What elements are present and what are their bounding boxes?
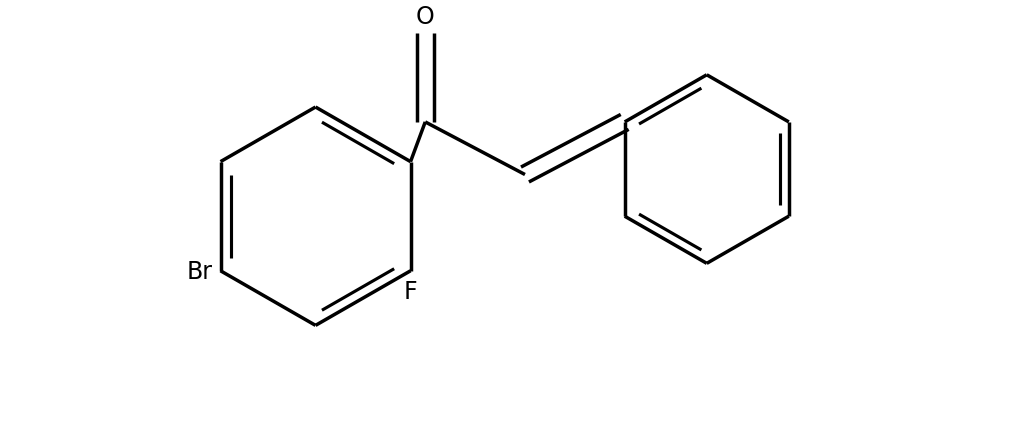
Text: O: O — [416, 5, 435, 29]
Text: F: F — [404, 279, 417, 303]
Text: Br: Br — [186, 259, 213, 283]
